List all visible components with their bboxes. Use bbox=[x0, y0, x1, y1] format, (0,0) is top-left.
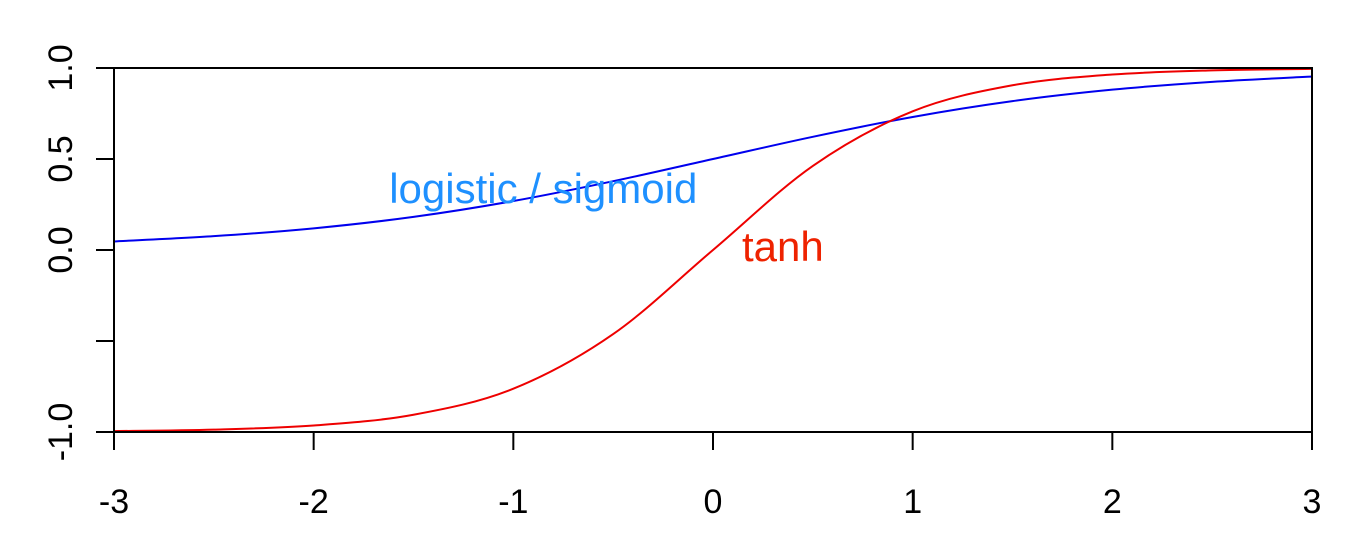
annotation-0: logistic / sigmoid bbox=[389, 165, 697, 212]
y-tick-label: 0.0 bbox=[42, 226, 80, 273]
y-tick-label: -1.0 bbox=[42, 403, 80, 462]
x-tick-label: -1 bbox=[498, 483, 528, 521]
annotation-1: tanh bbox=[742, 223, 824, 270]
x-tick-label: -2 bbox=[299, 483, 329, 521]
series-line-logistic bbox=[113, 75, 1313, 243]
x-tick-label: 2 bbox=[1103, 483, 1122, 521]
axes: -3 -2 -1 0 1 2 3 -1.0 0.0 0.5 1.0 bbox=[42, 44, 1321, 521]
x-tick-label: -3 bbox=[99, 483, 129, 521]
series-line-tanh bbox=[113, 67, 1313, 433]
annotations: logistic / sigmoid tanh bbox=[389, 165, 824, 270]
x-tick-label: 0 bbox=[704, 483, 723, 521]
x-tick-label: 3 bbox=[1303, 483, 1322, 521]
curves bbox=[113, 67, 1313, 433]
y-tick-label: 0.5 bbox=[42, 135, 80, 182]
y-tick-label: 1.0 bbox=[42, 44, 80, 91]
x-tick-label: 1 bbox=[903, 483, 922, 521]
